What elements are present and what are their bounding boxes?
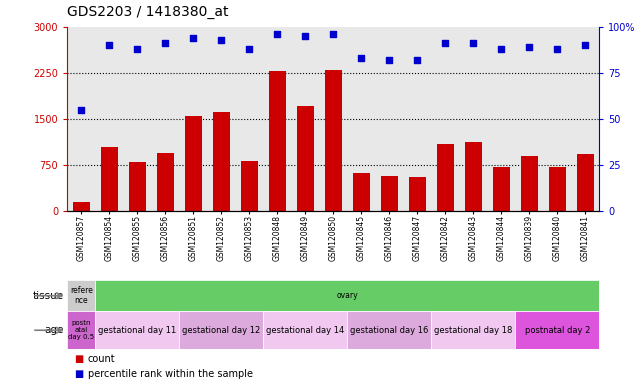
Text: ■: ■ xyxy=(74,354,83,364)
Point xyxy=(496,46,506,52)
Text: gestational day 18: gestational day 18 xyxy=(434,326,513,335)
Text: tissue: tissue xyxy=(33,291,64,301)
Text: refere
nce: refere nce xyxy=(70,286,93,305)
Bar xyxy=(263,311,347,349)
Point xyxy=(440,40,451,46)
Point xyxy=(244,46,254,52)
Text: ■: ■ xyxy=(74,369,83,379)
Bar xyxy=(157,153,174,211)
Text: ovary: ovary xyxy=(337,291,358,300)
Point xyxy=(188,35,199,41)
Bar xyxy=(465,142,482,211)
Point xyxy=(356,55,367,61)
Bar xyxy=(437,144,454,211)
Point xyxy=(468,40,478,46)
Text: gestational day 12: gestational day 12 xyxy=(182,326,260,335)
Bar xyxy=(73,202,90,211)
Point xyxy=(160,40,171,46)
Point xyxy=(552,46,562,52)
Bar xyxy=(347,311,431,349)
Text: count: count xyxy=(88,354,115,364)
Bar xyxy=(101,147,118,211)
Point xyxy=(328,31,338,37)
Text: gestational day 16: gestational day 16 xyxy=(350,326,429,335)
Point xyxy=(300,33,310,39)
Text: postn
atal
day 0.5: postn atal day 0.5 xyxy=(68,320,94,340)
Bar xyxy=(129,162,146,211)
Bar xyxy=(381,175,397,211)
Text: GDS2203 / 1418380_at: GDS2203 / 1418380_at xyxy=(67,5,229,19)
Bar xyxy=(67,280,96,311)
Bar xyxy=(67,311,96,349)
Point xyxy=(104,42,115,48)
Bar xyxy=(179,311,263,349)
Text: gestational day 11: gestational day 11 xyxy=(98,326,176,335)
Text: gestational day 14: gestational day 14 xyxy=(266,326,344,335)
Bar xyxy=(409,177,426,211)
Text: percentile rank within the sample: percentile rank within the sample xyxy=(88,369,253,379)
Text: postnatal day 2: postnatal day 2 xyxy=(524,326,590,335)
Bar xyxy=(515,311,599,349)
Point xyxy=(384,57,394,63)
Bar xyxy=(213,112,229,211)
Point xyxy=(132,46,142,52)
Point xyxy=(580,42,590,48)
Bar xyxy=(325,70,342,211)
Bar xyxy=(577,154,594,211)
Bar xyxy=(96,311,179,349)
Bar xyxy=(185,116,202,211)
Point xyxy=(412,57,422,63)
Bar xyxy=(549,167,566,211)
Bar xyxy=(521,156,538,211)
Point xyxy=(216,37,226,43)
Bar xyxy=(493,167,510,211)
Point xyxy=(524,44,535,50)
Text: age: age xyxy=(45,325,64,335)
Point xyxy=(272,31,283,37)
Bar xyxy=(297,106,313,211)
Point xyxy=(76,107,87,113)
Bar xyxy=(431,311,515,349)
Bar xyxy=(241,161,258,211)
Bar xyxy=(353,173,370,211)
Bar xyxy=(269,71,286,211)
